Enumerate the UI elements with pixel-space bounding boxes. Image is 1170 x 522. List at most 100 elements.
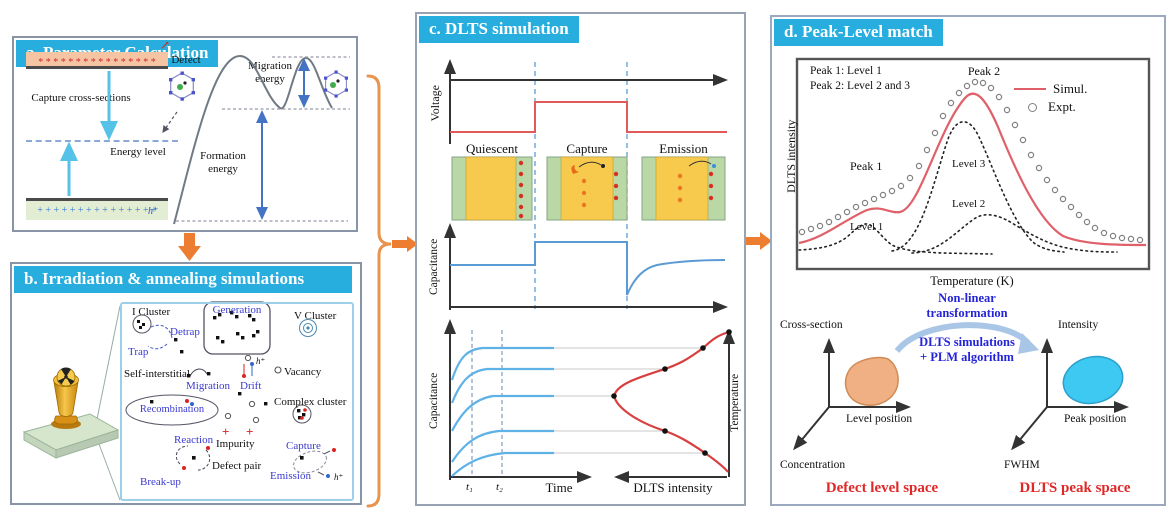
panel-d-title: d. Peak-Level match: [774, 19, 943, 46]
legend-simul: Simul.: [1014, 81, 1087, 97]
generation-label: Generation: [212, 304, 262, 316]
defect-kinetics-graphics: + +: [125, 301, 336, 478]
panel-irradiation-annealing: b. Irradiation & annealing simulations: [10, 262, 362, 505]
legend-simul-label: Simul.: [1053, 81, 1088, 96]
migrated-molecule-icon: [324, 70, 348, 98]
peak2-label: Peak 2: [967, 64, 1001, 78]
trap-label: Trap: [128, 346, 149, 358]
v-cluster-label: V Cluster: [294, 310, 337, 322]
callout-line-top: [95, 305, 121, 425]
capture-phase-label: Capture: [566, 141, 608, 156]
algorithm-text: DLTS simulations + PLM algorithm: [887, 335, 1047, 365]
device-quiescent: [451, 156, 533, 221]
emitted-hole-label: h⁺: [334, 472, 344, 482]
dlts-y-axis-label: DLTS intensity: [783, 119, 798, 193]
energy-level-line: [26, 140, 178, 142]
simul-line-icon: [1014, 88, 1046, 90]
simul-curve: [798, 92, 1147, 247]
transform-text: Non-linear transformation: [892, 291, 1042, 321]
sample-slab-icon: [22, 413, 120, 459]
arrow-a-to-b: [178, 233, 201, 261]
migration-label: Migration: [186, 380, 230, 392]
electron-escape-icon: ↗: [160, 38, 171, 52]
drift-hole-label: h⁺: [256, 356, 266, 366]
reaction-label: Reaction: [174, 434, 214, 446]
defect-level-space-caption: Defect level space: [825, 480, 939, 496]
transformation-arrowhead: [1018, 333, 1039, 354]
panel-dlts-simulation: c. DLTS simulation: [415, 12, 746, 506]
capture-label: Capture: [286, 440, 321, 452]
level2-curve: [911, 214, 1118, 254]
expt-circle-icon: [1028, 102, 1037, 112]
level3-curve: [891, 121, 1065, 253]
voltage-pulse: [450, 101, 727, 133]
arrow-into-c: [392, 236, 418, 252]
svg-text:+: +: [222, 424, 229, 439]
defect-space-blob: [844, 356, 899, 406]
conduction-band: * * * * * * * * * * * * * * * *: [26, 52, 168, 69]
dlts-peak-curve: [612, 330, 730, 473]
capture-flash-icon: [571, 165, 579, 174]
energy-level-label: Energy level: [110, 146, 166, 158]
hole-label: h⁺: [148, 206, 159, 217]
connector-lines: [554, 347, 705, 454]
level3-label: Level 3: [952, 158, 986, 170]
quiescent-label: Quiescent: [466, 141, 518, 156]
level1-curve: [798, 223, 993, 255]
valence-band: + + + + + + + + + + + + + + +: [26, 198, 168, 220]
defect-space-axes: [793, 338, 911, 451]
peak-note-2: Peak 2: Level 2 and 3: [810, 80, 910, 92]
transformation-arrow: [894, 322, 1031, 354]
panel-c-title: c. DLTS simulation: [419, 16, 579, 43]
detrap-label: Detrap: [170, 326, 200, 338]
transform-line2: transformation: [926, 306, 1008, 320]
emission-label: Emission: [270, 470, 311, 482]
panel-b-graphics: + +: [22, 301, 336, 501]
break-up-label: Break-up: [140, 476, 181, 488]
transform-line1: Non-linear: [938, 291, 996, 305]
svg-text:+: +: [246, 424, 253, 439]
device-emission: [641, 156, 726, 221]
panel-peak-level-match: d. Peak-Level match: [770, 15, 1166, 506]
peak-space-axes: [1011, 338, 1129, 451]
panel-c-graphics: [444, 59, 735, 483]
defect-label: Defect: [171, 54, 201, 66]
peak1-label: Peak 1: [850, 159, 883, 173]
intensity-axis-label: Intensity: [1058, 319, 1099, 331]
level2-label: Level 2: [952, 198, 986, 210]
voltage-axis-label: Voltage: [427, 84, 442, 122]
vacancy-label: Vacancy: [284, 366, 322, 378]
peak-space-blob: [1062, 355, 1124, 405]
defect-pointer-arrow: [162, 111, 178, 133]
temperature-axis-label: Temperature: [729, 373, 742, 432]
impurity-label: Impurity: [216, 438, 255, 450]
concentration-axis-label: Concentration: [780, 459, 846, 471]
dlts-intensity-axis-label: DLTS intensity: [633, 480, 713, 495]
radiation-source-icon: [51, 367, 81, 429]
fwhm-axis-label: FWHM: [1004, 459, 1040, 471]
peak-position-axis-label: Peak position: [1064, 413, 1127, 425]
transients-axis-label: Capacitance: [428, 372, 441, 429]
capture-cross-sections-label: Capture cross-sections: [31, 92, 131, 104]
panel-a-graphics: [60, 54, 350, 225]
drift-label: Drift: [240, 380, 262, 392]
capacitance-axis-label: Capacitance: [428, 238, 441, 295]
panel-b-title: b. Irradiation & annealing simulations: [14, 266, 352, 293]
panel-parameter-calculation: a. Parameter Calculation * * * * * * * *…: [12, 36, 358, 232]
level1-label: Level 1: [850, 221, 884, 233]
level-position-axis-label: Level position: [846, 413, 913, 425]
legend-expt-label: Expt.: [1048, 99, 1076, 114]
dlts-sample-points: [611, 329, 732, 456]
capacitance-transients: [450, 346, 554, 477]
capacitance-trace: [450, 241, 726, 296]
i-cluster-label: I Cluster: [132, 306, 171, 318]
energy-curve: [173, 54, 333, 225]
peak-note-1: Peak 1: Level 1: [810, 65, 882, 77]
defect-pair-label: Defect pair: [212, 460, 262, 472]
level-curves: [798, 121, 1118, 255]
t1-label: t₁: [466, 481, 473, 493]
complex-cluster-label: Complex cluster: [274, 396, 347, 408]
defect-molecule-icon: [169, 71, 195, 101]
emission-phase-label: Emission: [659, 141, 708, 156]
